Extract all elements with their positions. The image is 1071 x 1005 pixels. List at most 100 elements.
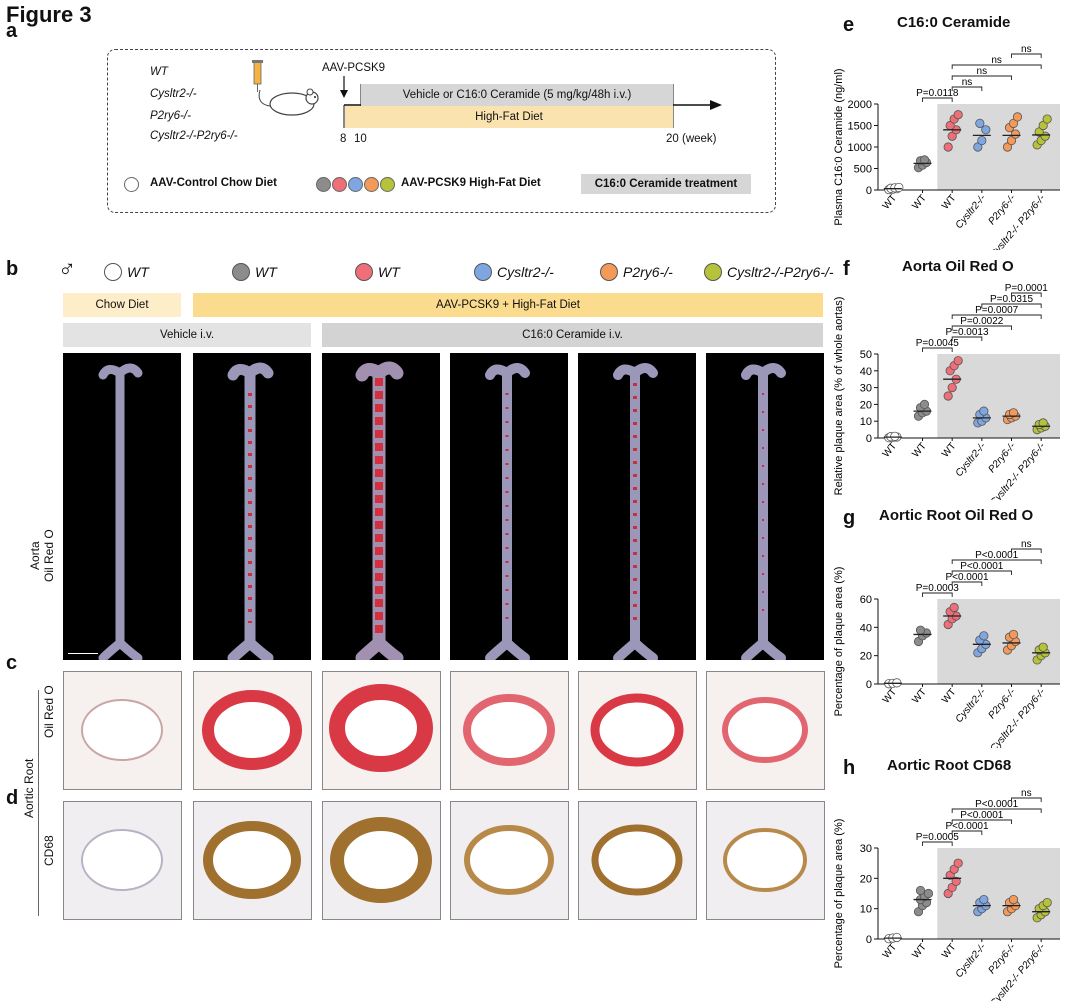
schematic-box — [107, 49, 776, 213]
root-oro-image-5 — [578, 671, 697, 790]
root-oro-image-2 — [193, 671, 312, 790]
x-tick-label: WT — [881, 942, 899, 961]
data-point — [975, 118, 985, 128]
data-point — [1008, 894, 1019, 905]
group-label: WT — [127, 264, 149, 280]
significance-label: ns — [991, 55, 1002, 66]
significance-bracket — [951, 86, 983, 91]
x-tick-label: WT — [940, 193, 958, 212]
panel-letter-d: d — [6, 787, 19, 809]
y-tick-label: 1000 — [848, 142, 872, 154]
group-dot-white — [104, 263, 122, 281]
significance-label: P=0.0022 — [960, 316, 1004, 327]
panel-letter-a: a — [6, 20, 18, 42]
significance-bracket — [951, 570, 1012, 575]
dot-green — [380, 177, 395, 192]
genotype-dko: Cysltr2-/-P2ry6-/- — [150, 130, 238, 142]
y-axis-label: Plasma C16:0 Ceramide (ng/ml) — [833, 68, 845, 225]
x-tick-label: WT — [910, 942, 928, 961]
group-label: P2ry6-/- — [623, 264, 673, 280]
x-tick-label: WT — [881, 193, 899, 212]
y-tick-label: 30 — [860, 843, 872, 855]
vehicle-bar: Vehicle or C16:0 Ceramide (5 mg/kg/48h i… — [361, 84, 673, 106]
data-point — [949, 602, 959, 613]
data-point — [915, 625, 926, 635]
data-point — [953, 110, 963, 120]
x-tick-label: WT — [940, 441, 958, 460]
y-tick-label: 1500 — [848, 121, 872, 133]
data-point — [1042, 114, 1052, 124]
chart-f: 0 10 20 30 40 50 Relative plaque area (% of wh… — [833, 283, 1060, 500]
x-tick-label: WT — [910, 441, 928, 460]
significance-label: ns — [1021, 539, 1032, 550]
data-point — [979, 406, 989, 416]
chart-h: 0 10 20 30 Percentage of plaque area (%) WT WT… — [833, 788, 1060, 1001]
aav-label: AAV-PCSK9 — [322, 62, 386, 74]
significance-label: ns — [977, 66, 988, 77]
y-tick-label: 50 — [860, 349, 872, 361]
significance-bracket — [1011, 797, 1042, 802]
genotype-wt: WT — [150, 66, 168, 78]
data-point — [1042, 898, 1052, 908]
x-tick-label: Cysltr2-/- — [954, 686, 989, 725]
legend-group-3: WT — [355, 263, 400, 281]
significance-bracket — [951, 75, 1012, 80]
significance-label: P<0.0001 — [975, 550, 1019, 561]
significance-label: ns — [962, 77, 973, 88]
aorta-image-5 — [578, 353, 696, 660]
legend-pcsk9: AAV-PCSK9 High-Fat Diet — [401, 177, 541, 189]
significance-bracket — [951, 581, 983, 586]
significance-label: P<0.0001 — [945, 572, 989, 583]
data-point — [979, 894, 989, 905]
y-axis-label: Percentage of plaque area (%) — [833, 819, 845, 969]
data-point — [1010, 129, 1021, 139]
panel-letter-c: c — [6, 652, 18, 674]
panel-letter-f: f — [843, 258, 850, 280]
x-tick-label: Cysltr2-/- — [954, 440, 989, 479]
legend-control: AAV-Control Chow Diet — [150, 177, 277, 189]
x-tick-label: WT — [910, 193, 928, 212]
significance-label: P<0.0001 — [960, 561, 1004, 572]
hfd-bar: High-Fat Diet — [345, 106, 673, 128]
dot-blue — [348, 177, 363, 192]
ceramide-band: C16:0 Ceramide i.v. — [322, 323, 823, 347]
y-tick-label: 0 — [866, 433, 872, 445]
data-point — [977, 135, 987, 146]
significance-label: P<0.0001 — [960, 810, 1004, 821]
group-label: Cysltr2-/- — [497, 264, 554, 280]
y-tick-label: 10 — [860, 416, 872, 428]
root-cd68-image-1 — [63, 801, 182, 920]
significance-bracket — [951, 325, 1012, 330]
y-tick-label: 20 — [860, 651, 872, 663]
root-cd68-image-6 — [706, 801, 825, 920]
y-tick-label: 60 — [860, 594, 872, 606]
group-label: WT — [378, 264, 400, 280]
group-dot-grey — [232, 263, 250, 281]
dot-grey — [316, 177, 331, 192]
row-bracket — [38, 690, 39, 916]
figure-title: Figure 3 — [6, 2, 92, 27]
dot-pink — [332, 177, 347, 192]
group-dot-pink — [355, 263, 373, 281]
significance-label: P=0.0003 — [916, 583, 960, 594]
x-tick-label: WT — [910, 687, 928, 706]
data-point — [919, 155, 930, 165]
data-point — [1038, 642, 1048, 652]
significance-bracket — [1011, 548, 1042, 553]
significance-bracket — [951, 559, 1042, 564]
data-point — [943, 142, 953, 152]
significance-label: P=0.0001 — [1005, 283, 1049, 294]
week-20: 20 (week) — [666, 133, 717, 145]
x-tick-label: WT — [881, 687, 899, 706]
scale-bar — [68, 653, 98, 654]
row-label-aortic-root: Aortic Root — [22, 758, 36, 818]
data-point — [947, 383, 957, 393]
y-axis-label: Percentage of plaque area (%) — [833, 567, 845, 717]
y-tick-label: 0 — [866, 679, 872, 691]
significance-label: ns — [1021, 44, 1032, 55]
root-oro-image-3 — [322, 671, 441, 790]
significance-bracket — [922, 347, 953, 352]
data-point — [894, 182, 904, 193]
row-label-aorta-oro: Oil Red O — [42, 529, 56, 582]
